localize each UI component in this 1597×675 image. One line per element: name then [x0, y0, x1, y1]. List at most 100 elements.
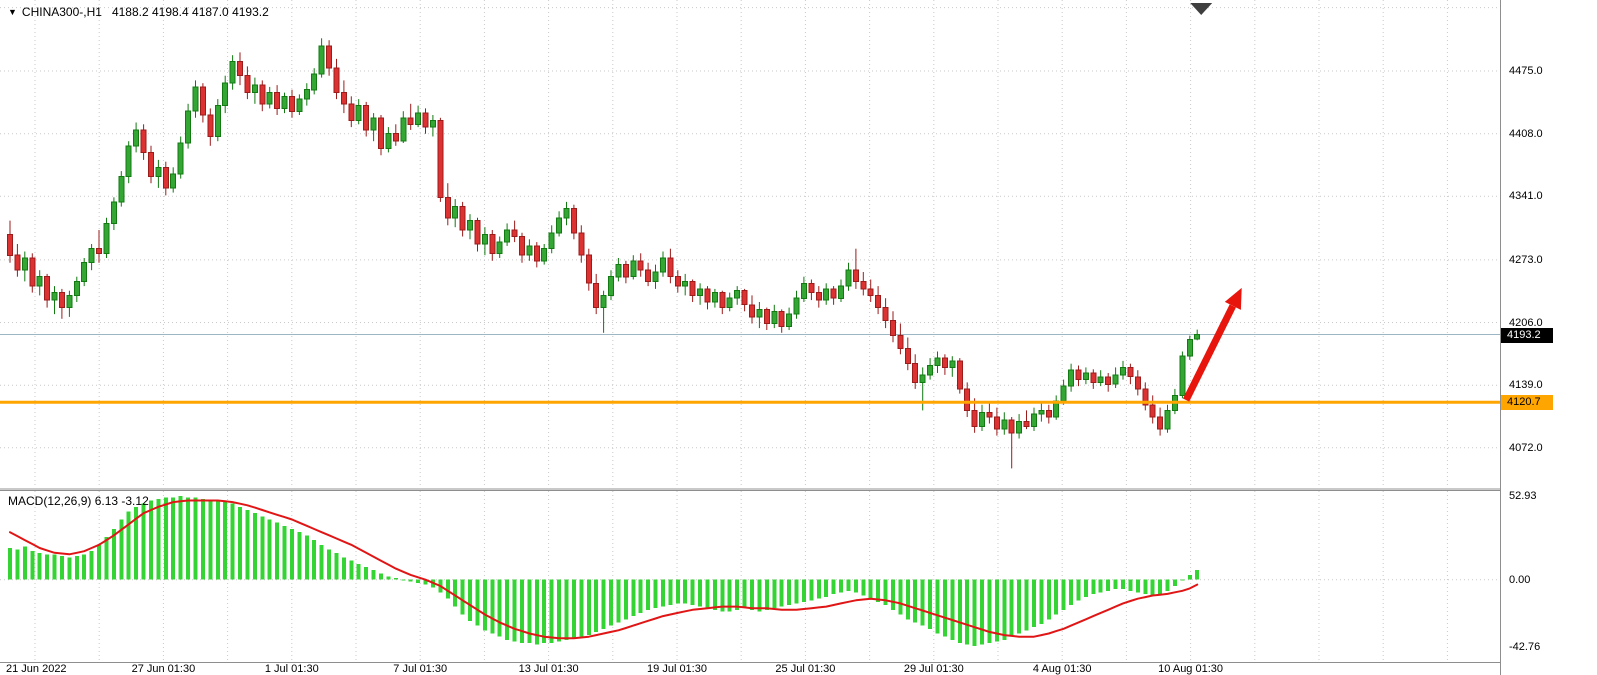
macd-histogram-bar	[200, 498, 205, 580]
macd-histogram-bar	[111, 529, 116, 580]
macd-histogram-bar	[1076, 579, 1081, 601]
macd-histogram-bar	[364, 567, 369, 580]
candle-up	[51, 292, 58, 301]
price-tick-label: 4341.0	[1509, 190, 1543, 203]
price-tick-label: 4475.0	[1509, 65, 1543, 77]
symbol-marker-icon: ▼	[8, 7, 17, 17]
candle-up	[467, 220, 473, 231]
macd-histogram-bar	[297, 532, 302, 580]
candle-down	[162, 166, 169, 189]
candle-up	[496, 241, 503, 254]
candle-down	[1075, 369, 1082, 381]
macd-histogram-bar	[490, 579, 495, 634]
macd-histogram-bar	[349, 560, 354, 580]
trend-arrow-annotation[interactable]	[1182, 287, 1242, 402]
macd-histogram-bar	[942, 579, 947, 637]
candle-down	[140, 129, 147, 153]
candle-up	[771, 310, 778, 324]
macd-histogram-bar	[935, 579, 940, 634]
macd-histogram-bar	[616, 579, 621, 623]
macd-chart-canvas[interactable]	[0, 491, 1500, 662]
macd-histogram-bar	[312, 540, 317, 580]
macd-histogram-bar	[341, 557, 346, 580]
macd-histogram-bar	[178, 495, 183, 580]
candle-up	[927, 365, 934, 376]
candle-down	[326, 45, 333, 69]
macd-histogram-bar	[868, 579, 873, 599]
macd-histogram-bar	[1128, 579, 1133, 591]
macd-histogram-bar	[260, 516, 265, 580]
candles	[7, 38, 1201, 469]
macd-histogram-bar	[134, 506, 139, 580]
candle-down	[956, 360, 963, 390]
candle-up	[1068, 369, 1075, 387]
macd-histogram-bar	[1187, 574, 1192, 580]
macd-histogram-bar	[156, 498, 161, 580]
macd-histogram-bar	[801, 579, 806, 602]
macd-histogram-bar	[215, 500, 220, 580]
candle-down	[808, 282, 815, 294]
time-axis-label: 1 Jul 01:30	[264, 663, 319, 675]
candle-down	[44, 276, 51, 301]
candle-down	[645, 269, 652, 282]
macd-histogram-bar	[186, 497, 191, 580]
candle-up	[155, 166, 162, 178]
candle-down	[1105, 376, 1112, 385]
candle-up	[311, 73, 318, 91]
ohlc-values: 4188.2 4198.4 4187.0 4193.2	[111, 5, 269, 19]
candle-down	[392, 133, 399, 142]
candle-up	[1031, 413, 1037, 427]
candle-up	[385, 133, 392, 150]
candle-up	[177, 142, 184, 175]
candle-up	[793, 297, 800, 315]
candle-down	[964, 388, 971, 411]
candle-up	[845, 269, 852, 287]
macd-histogram-bar	[586, 579, 591, 636]
macd-histogram-bar	[712, 579, 717, 610]
macd-histogram-bar	[119, 519, 124, 580]
macd-histogram-bar	[1121, 579, 1125, 590]
candle-down	[570, 208, 577, 234]
price-tick-label: 4072.0	[1509, 441, 1543, 454]
macd-histogram-bar	[8, 548, 12, 580]
candle-up	[88, 248, 95, 264]
macd-histogram-bar	[571, 579, 576, 639]
candle-up	[214, 105, 221, 137]
macd-histogram-bar	[104, 536, 109, 580]
macd-histogram-bar	[579, 579, 584, 637]
candle-down	[444, 196, 451, 219]
macd-histogram-bar	[171, 497, 176, 580]
candle-down	[667, 257, 674, 278]
hline-price-tag: 4120.7	[1501, 395, 1553, 411]
price-axis[interactable]: 4475.0 4408.0 4341.0 4273.0 4206.0 4139.0 4072…	[1500, 0, 1597, 675]
macd-histogram-bar	[1039, 579, 1044, 624]
macd-histogram-bar	[30, 551, 35, 580]
macd-histogram-bar	[965, 579, 970, 645]
macd-histogram-bar	[1002, 579, 1007, 640]
macd-histogram-bar	[1017, 579, 1022, 634]
macd-histogram-bar	[601, 579, 606, 629]
price-tick-label: 4408.0	[1509, 127, 1543, 140]
candle-up	[1001, 419, 1008, 430]
candle-up	[919, 374, 926, 383]
macd-histogram-bar	[1098, 579, 1103, 593]
macd-histogram-bar	[1054, 579, 1059, 615]
pane-divider[interactable]	[0, 488, 1597, 491]
candle-up	[251, 84, 258, 94]
candle-up	[526, 245, 533, 256]
chart-shift-marker-icon[interactable]	[1190, 3, 1213, 15]
macd-histogram-bar	[779, 579, 784, 607]
macd-histogram-bar	[675, 579, 680, 604]
candle-up	[1164, 409, 1171, 430]
macd-histogram-bar	[1091, 579, 1096, 594]
macd-histogram-bar	[15, 549, 20, 580]
candle-down	[993, 416, 1000, 430]
time-axis[interactable]: 21 Jun 2022 27 Jun 01:30 1 Jul 01:30 7 Jul …	[0, 663, 1500, 675]
candle-down	[941, 357, 948, 368]
price-chart-canvas[interactable]	[0, 0, 1500, 488]
candle-up	[1194, 334, 1201, 340]
candle-down	[363, 105, 370, 131]
macd-histogram-bar	[609, 579, 613, 626]
macd-histogram-bar	[356, 563, 361, 580]
